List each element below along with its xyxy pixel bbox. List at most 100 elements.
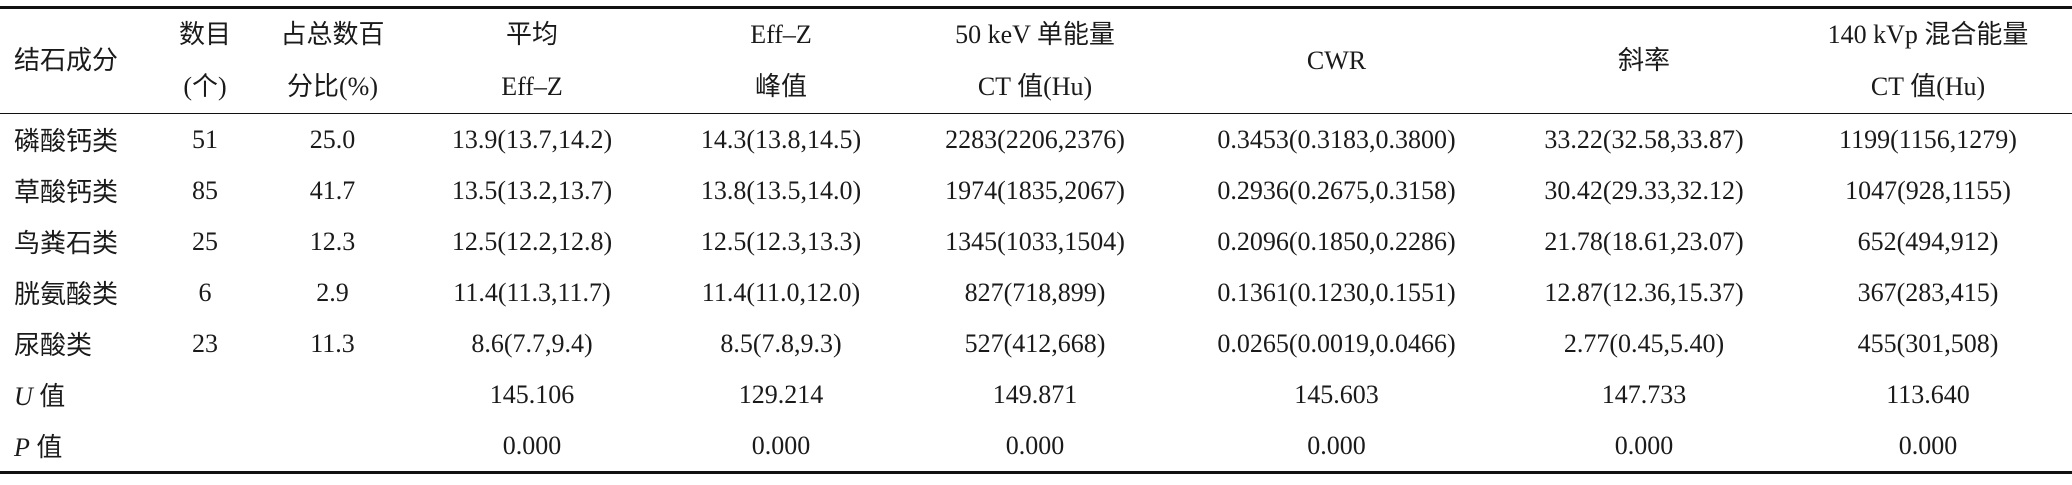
data-cell: 1047(928,1155)	[1845, 175, 2011, 205]
row-label: 尿酸类	[14, 331, 93, 360]
data-cell: 2.77(0.45,5.40)	[1563, 328, 1725, 358]
row-label: 磷酸钙类	[14, 127, 119, 156]
data-cell: 455(301,508)	[1857, 328, 1999, 358]
data-cell: 6	[198, 277, 212, 307]
data-cell: 652(494,912)	[1857, 226, 1999, 256]
header-line: CWR	[1306, 46, 1367, 75]
header-line: 数目	[178, 20, 231, 49]
data-cell: 1199(1156,1279)	[1839, 124, 2017, 154]
data-cell: 12.5(12.3,13.3)	[700, 226, 862, 256]
data-cell: 23	[192, 328, 218, 358]
row-label: P 值	[0, 420, 148, 473]
stat-cell: 145.106	[489, 379, 575, 409]
blank-cell	[148, 420, 403, 473]
data-cell: 527(412,668)	[964, 328, 1106, 358]
header-line: (个)	[183, 72, 227, 101]
stat-cell: 113.640	[1886, 379, 1970, 409]
data-cell: 12.5(12.2,12.8)	[451, 226, 613, 256]
row-label: 草酸钙类	[14, 178, 119, 207]
stat-symbol: U	[14, 382, 33, 411]
data-cell: 13.5(13.2,13.7)	[451, 175, 613, 205]
data-table: 结石成分 数目 (个) 占总数百分比(%) 平均 Eff–Z Eff–Z 峰值 50 keV 单…	[0, 6, 2072, 474]
data-cell: 11.3	[310, 328, 355, 358]
stat-cell: 0.000	[1898, 430, 1958, 460]
header-cell: CWR	[1169, 8, 1504, 114]
blank-cell	[148, 369, 403, 420]
header-cell: 平均 Eff–Z	[403, 8, 661, 114]
stat-cell: 145.603	[1294, 379, 1379, 409]
header-line: Eff–Z	[750, 20, 812, 49]
header-line: 斜率	[1617, 46, 1670, 75]
data-cell: 11.4(11.0,12.0)	[701, 277, 861, 307]
stat-cell: 0.000	[1005, 430, 1065, 460]
page: 结石成分 数目 (个) 占总数百分比(%) 平均 Eff–Z Eff–Z 峰值 50 keV 单…	[0, 6, 2072, 485]
data-cell: 85	[192, 175, 218, 205]
table-head: 结石成分 数目 (个) 占总数百分比(%) 平均 Eff–Z Eff–Z 峰值 50 keV 单…	[0, 7, 2072, 114]
stat-suffix: 值	[39, 382, 66, 411]
stat-cell: 129.214	[738, 379, 824, 409]
stat-cell: 147.733	[1601, 379, 1687, 409]
header-line: 分比(%)	[287, 72, 378, 101]
data-row: 鸟粪石类 25 12.3 12.5(12.2,12.8) 12.5(12.3,13.3)…	[0, 216, 2072, 267]
data-cell: 51	[192, 124, 218, 154]
data-row: 草酸钙类 85 41.7 13.5(13.2,13.7) 13.8(13.5,14.0)…	[0, 165, 2072, 216]
stat-suffix: 值	[36, 433, 63, 462]
row-label: 鸟粪石类	[14, 229, 119, 258]
header-line: 峰值	[754, 72, 807, 101]
stat-cell: 0.000	[502, 430, 562, 460]
table-body: 磷酸钙类 51 25.0 13.9(13.7,14.2) 14.3(13.8,14.5)…	[0, 114, 2072, 473]
header-line: 占总数百	[280, 20, 385, 49]
stat-cell: 0.000	[1614, 430, 1674, 460]
header-cell: 斜率	[1504, 8, 1784, 114]
data-cell: 1345(1033,1504)	[945, 226, 1125, 256]
data-cell: 0.0265(0.0019,0.0466)	[1217, 328, 1456, 358]
data-cell: 13.9(13.7,14.2)	[451, 124, 613, 154]
data-cell: 827(718,899)	[964, 277, 1106, 307]
header-line: Eff–Z	[501, 72, 563, 101]
stat-row: U 值 145.106 129.214 149.871 145.603 147.733 11…	[0, 369, 2072, 420]
header-line: CT 值(Hu)	[1870, 72, 1986, 101]
stat-cell: 0.000	[751, 430, 811, 460]
data-cell: 2283(2206,2376)	[945, 124, 1125, 154]
data-row: 胱氨酸类 6 2.9 11.4(11.3,11.7) 11.4(11.0,12.0) 82…	[0, 267, 2072, 318]
data-cell: 0.1361(0.1230,0.1551)	[1217, 277, 1456, 307]
data-cell: 11.4(11.3,11.7)	[453, 277, 611, 307]
header-row: 结石成分 数目 (个) 占总数百分比(%) 平均 Eff–Z Eff–Z 峰值 50 keV 单…	[0, 7, 2072, 114]
data-cell: 21.78(18.61,23.07)	[1544, 226, 1744, 256]
header-line: 平均	[505, 20, 558, 49]
header-cell: 140 kVp 混合能量 CT 值(Hu)	[1784, 8, 2072, 114]
data-cell: 13.8(13.5,14.0)	[700, 175, 862, 205]
data-cell: 12.87(12.36,15.37)	[1544, 277, 1744, 307]
data-cell: 0.2096(0.1850,0.2286)	[1217, 226, 1456, 256]
data-cell: 33.22(32.58,33.87)	[1544, 124, 1744, 154]
header-cell: 结石成分	[0, 8, 148, 114]
data-cell: 367(283,415)	[1857, 277, 1999, 307]
data-cell: 0.2936(0.2675,0.3158)	[1217, 175, 1456, 205]
stat-symbol: P	[14, 433, 30, 462]
stat-cell: 0.000	[1307, 430, 1366, 460]
data-cell: 25	[192, 226, 218, 256]
header-cell: Eff–Z 峰值	[661, 8, 901, 114]
data-row: 磷酸钙类 51 25.0 13.9(13.7,14.2) 14.3(13.8,14.5)…	[0, 114, 2072, 166]
data-cell: 12.3	[309, 226, 356, 256]
data-cell: 25.0	[309, 124, 356, 154]
row-label: U 值	[0, 369, 148, 420]
data-cell: 14.3(13.8,14.5)	[700, 124, 862, 154]
data-cell: 1974(1835,2067)	[945, 175, 1125, 205]
header-line: 50 keV 单能量	[955, 20, 1115, 49]
header-line: 140 kVp 混合能量	[1827, 20, 2029, 49]
header-line: 结石成分	[14, 46, 119, 75]
stat-cell: 149.871	[992, 379, 1078, 409]
data-cell: 8.5(7.8,9.3)	[720, 328, 842, 358]
row-label: 胱氨酸类	[14, 280, 119, 309]
header-line: CT 值(Hu)	[977, 72, 1093, 101]
data-cell: 8.6(7.7,9.4)	[471, 328, 593, 358]
data-cell: 30.42(29.33,32.12)	[1544, 175, 1744, 205]
data-cell: 41.7	[309, 175, 356, 205]
data-row: 尿酸类 23 11.3 8.6(7.7,9.4) 8.5(7.8,9.3) 527(412…	[0, 318, 2072, 369]
header-cell: 50 keV 单能量 CT 值(Hu)	[901, 8, 1169, 114]
header-cell: 数目 (个)	[148, 8, 262, 114]
stat-row: P 值 0.000 0.000 0.000 0.000 0.000 0.000	[0, 420, 2072, 473]
header-cell: 占总数百分比(%)	[262, 8, 403, 114]
data-cell: 0.3453(0.3183,0.3800)	[1217, 124, 1456, 154]
